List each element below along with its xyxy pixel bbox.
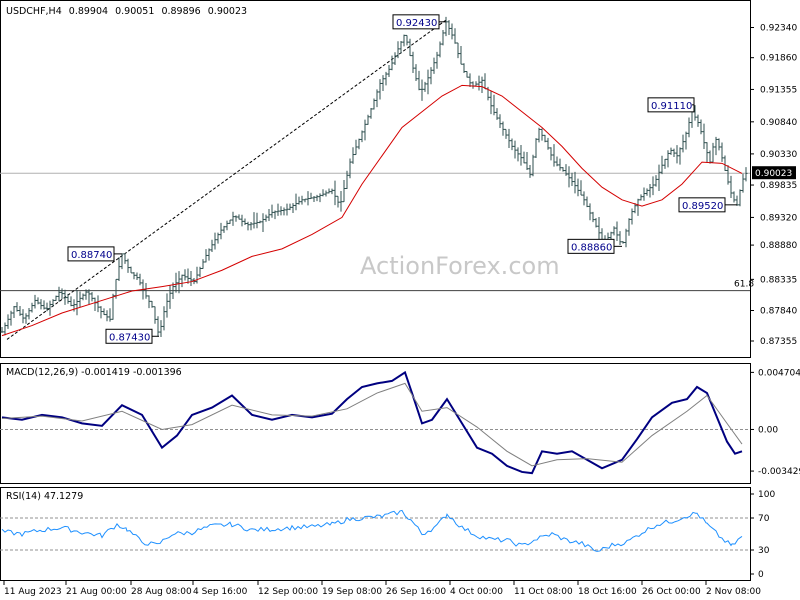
rsi-y-tick-label: 100 [758, 490, 775, 500]
x-tick-label: 4 Oct 00:00 [450, 587, 503, 597]
x-tick-label: 26 Sep 16:00 [386, 587, 446, 597]
x-tick-label: 11 Oct 08:00 [514, 587, 573, 597]
moving-average-line [1, 84, 743, 337]
price-layer: 0.92340 0.91860 0.91355 0.90840 0.90330 0.898… [0, 14, 797, 347]
rsi-layer: 100 70 30 0 [0, 490, 775, 580]
ohlc-low: 0.89896 [161, 6, 200, 17]
x-tick-label: 21 Aug 00:00 [66, 587, 127, 597]
current-price-tag-label: 0.90023 [755, 169, 792, 179]
current-price-tag: 0.90023 [752, 166, 796, 180]
fib-61-8-label: 61.8 [734, 280, 754, 290]
x-tick-label: 12 Sep 00:00 [258, 587, 318, 597]
macd-series-macd [1, 370, 743, 475]
rsi-y-tick-label: 70 [758, 514, 770, 524]
price-y-tick-label: 0.88335 [760, 275, 797, 285]
price-annotation-label: 0.89520 [682, 201, 723, 212]
price-y-tick-label: 0.87840 [760, 306, 797, 316]
x-tick-label: 4 Sep 16:00 [193, 587, 248, 597]
rsi-title: RSI(14) 47.1279 [6, 491, 83, 502]
x-tick-label: 28 Aug 08:00 [131, 587, 192, 597]
price-y-tick-label: 0.90840 [760, 118, 797, 128]
price-y-tick-label: 0.91860 [760, 54, 797, 64]
rsi-panel [0, 487, 751, 581]
price-annotation-label: 0.88860 [571, 242, 612, 253]
price-y-tick-label: 0.90330 [760, 150, 797, 160]
watermark: ActionForex.com [360, 252, 560, 280]
macd-layer: 0.004704 0.00 -0.003429 [0, 368, 800, 477]
macd-y-tick-label: 0.004704 [758, 368, 800, 378]
price-y-tick-label: 0.89320 [760, 213, 797, 223]
ohlc-high: 0.90051 [115, 6, 154, 17]
price-annotation-label: 0.88740 [71, 250, 112, 261]
x-tick-label: 18 Oct 16:00 [578, 587, 637, 597]
price-y-tick-label: 0.91355 [760, 85, 797, 95]
x-axis: 11 Aug 2023 21 Aug 00:00 28 Aug 08:00 4 Sep… [3, 581, 761, 597]
price-annotation-label: 0.87430 [109, 332, 150, 343]
x-tick-label: 2 Nov 08:00 [706, 587, 761, 597]
price-annotation-label: 0.91110 [651, 101, 692, 112]
ohlc-open: 0.89904 [69, 6, 108, 17]
macd-series-signal [1, 382, 743, 467]
x-tick-label: 26 Oct 00:00 [642, 587, 701, 597]
x-tick-label: 19 Sep 08:00 [322, 587, 382, 597]
x-tick-label: 11 Aug 2023 [4, 587, 62, 597]
ohlc-close: 0.90023 [208, 6, 247, 17]
macd-panel [0, 363, 751, 484]
price-annotation-label: 0.92430 [396, 18, 437, 29]
macd-y-tick-label: 0.00 [758, 425, 778, 435]
price-y-tick-label: 0.92340 [760, 23, 797, 33]
rsi-y-tick-label: 0 [758, 570, 764, 580]
price-panel [0, 0, 751, 358]
rsi-y-tick-label: 30 [758, 546, 770, 556]
price-y-tick-label: 0.89835 [760, 181, 797, 191]
price-y-tick-label: 0.88880 [760, 241, 797, 251]
rsi-series-line [1, 509, 743, 552]
dashed-trendline [6, 18, 448, 340]
current-price-tag-bg [752, 166, 796, 180]
price-panel-title: USDCHF,H4 0.89904 0.90051 0.89896 0.9002… [6, 6, 247, 17]
macd-title: MACD(12,26,9) -0.001419 -0.001396 [6, 367, 182, 378]
price-y-tick-label: 0.87355 [760, 337, 797, 347]
macd-y-tick-label: -0.003429 [758, 467, 800, 477]
chart-title: USDCHF,H4 [6, 6, 62, 17]
